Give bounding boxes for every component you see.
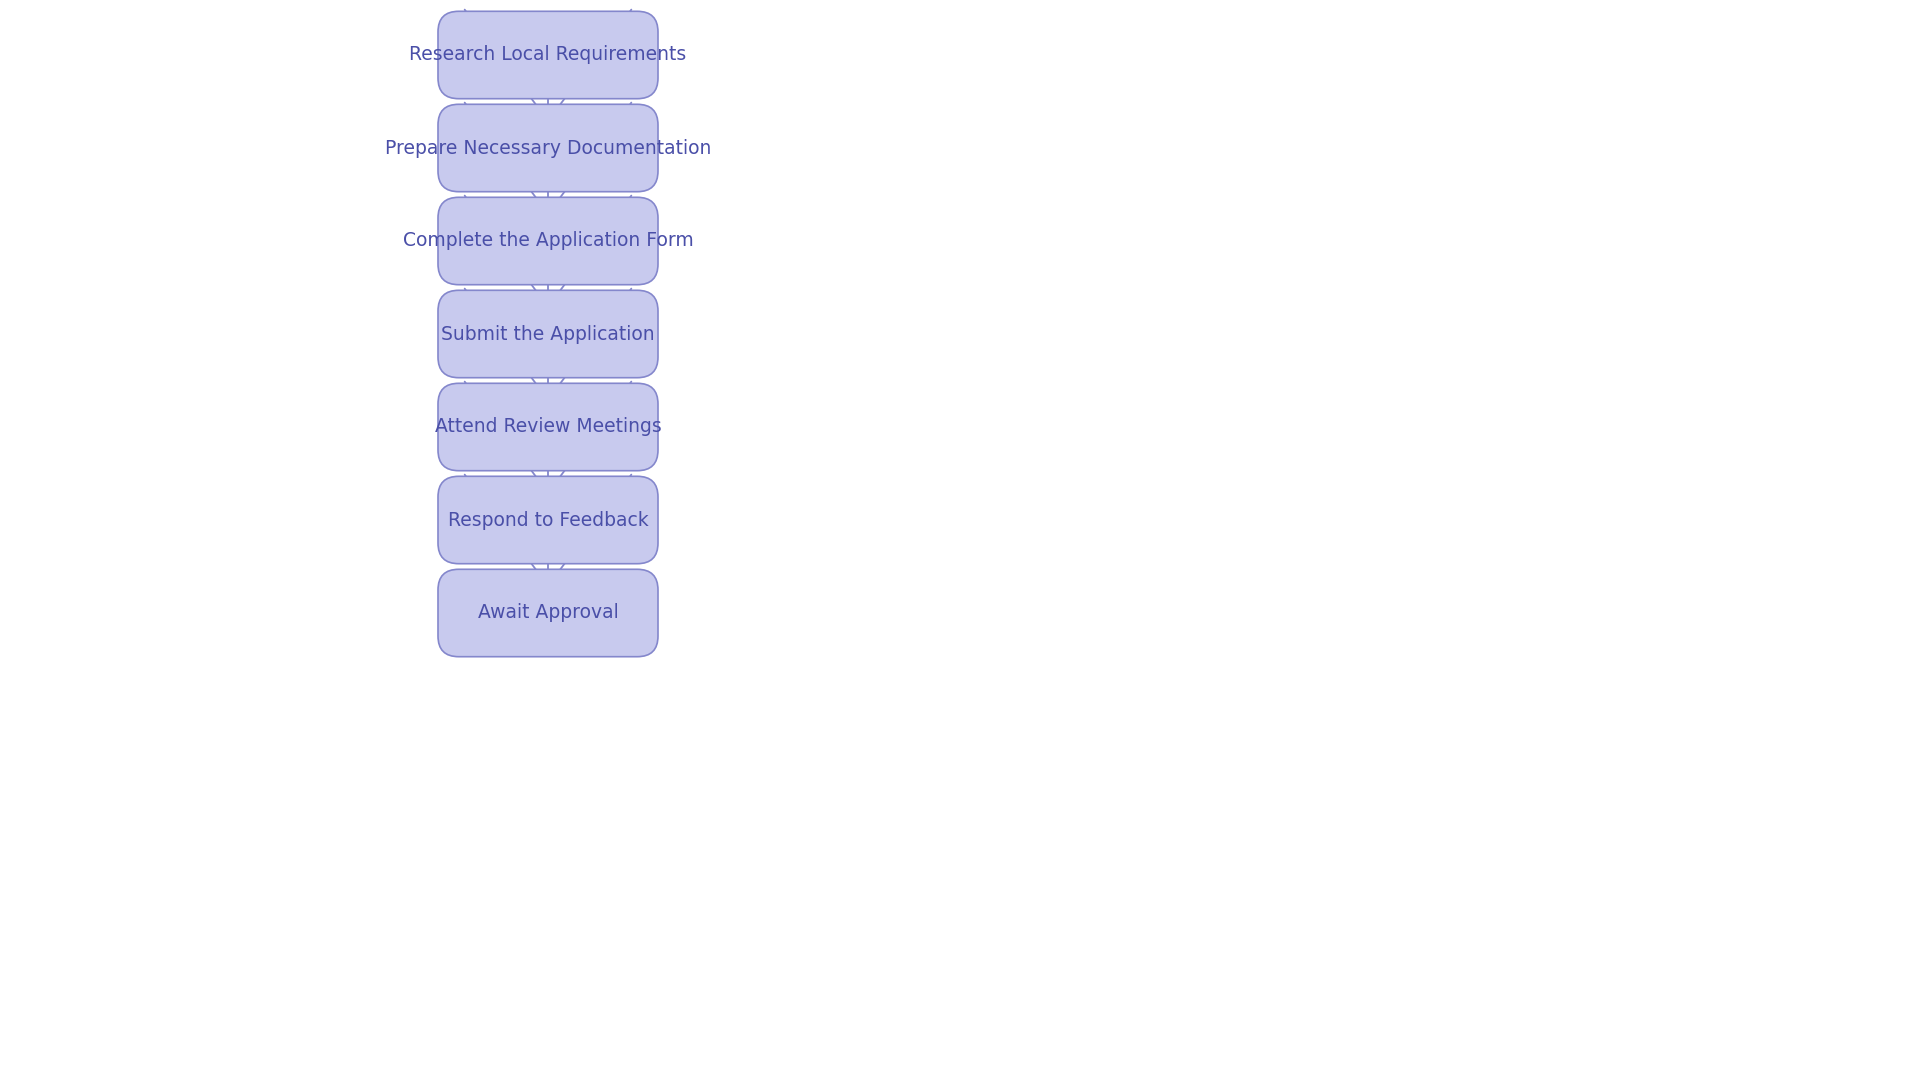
Text: Respond to Feedback: Respond to Feedback [447,510,649,530]
FancyBboxPatch shape [438,11,659,99]
Text: Await Approval: Await Approval [478,603,618,623]
FancyBboxPatch shape [438,570,659,656]
Text: Complete the Application Form: Complete the Application Form [403,232,693,250]
FancyBboxPatch shape [438,197,659,285]
Text: Prepare Necessary Documentation: Prepare Necessary Documentation [384,139,710,157]
Text: Research Local Requirements: Research Local Requirements [409,45,687,65]
Text: Submit the Application: Submit the Application [442,325,655,343]
FancyBboxPatch shape [438,290,659,378]
FancyBboxPatch shape [438,383,659,471]
Text: Attend Review Meetings: Attend Review Meetings [434,418,660,436]
FancyBboxPatch shape [438,104,659,192]
FancyBboxPatch shape [438,477,659,563]
